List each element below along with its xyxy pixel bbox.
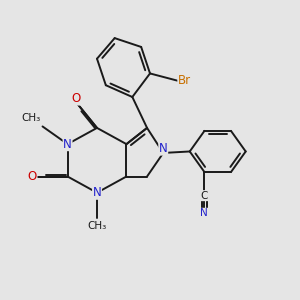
Text: O: O bbox=[28, 170, 37, 183]
Text: N: N bbox=[159, 142, 168, 155]
Text: N: N bbox=[93, 186, 101, 199]
Text: Br: Br bbox=[178, 74, 191, 87]
Text: CH₃: CH₃ bbox=[22, 113, 41, 124]
Text: N: N bbox=[63, 138, 72, 151]
Text: N: N bbox=[200, 208, 208, 218]
Text: CH₃: CH₃ bbox=[87, 221, 106, 231]
Text: O: O bbox=[72, 92, 81, 105]
Text: C: C bbox=[200, 190, 208, 201]
